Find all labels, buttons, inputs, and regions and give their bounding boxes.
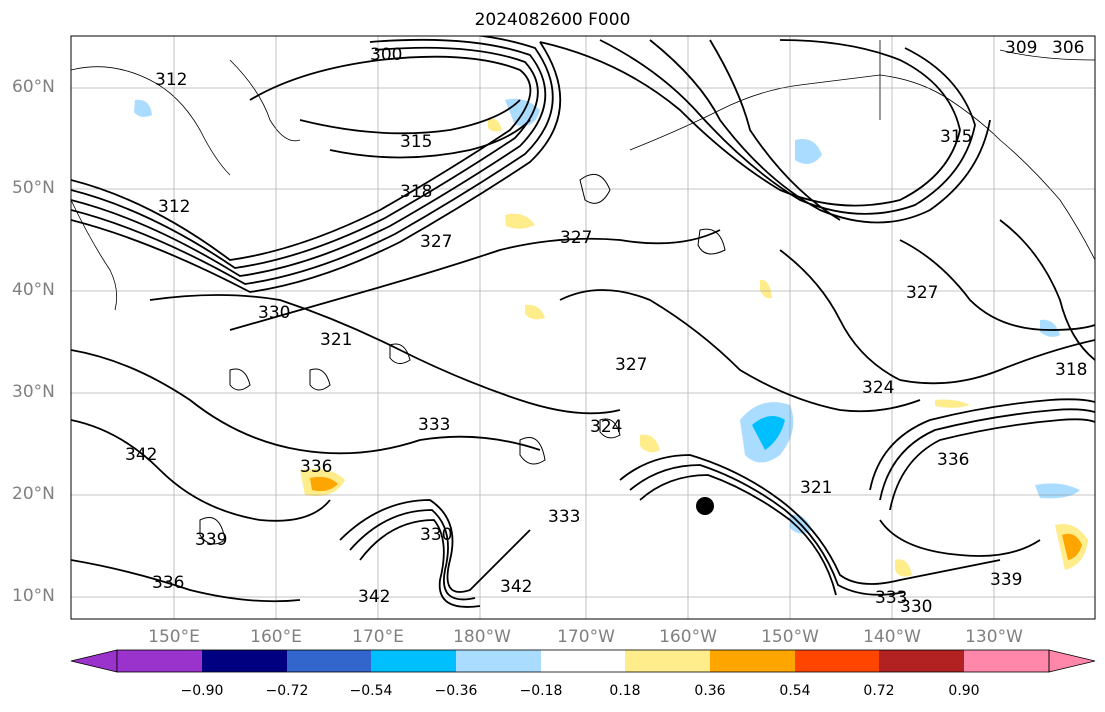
colorbar-bin	[879, 650, 964, 672]
secondary-contours	[199, 173, 726, 545]
lon-label: 130°W	[965, 627, 1023, 647]
colorbar-tick: 0.90	[948, 683, 980, 699]
contour-label: 318	[1055, 360, 1087, 380]
colorbar-tick: 0.36	[694, 683, 726, 699]
contour-label: 321	[320, 330, 352, 350]
lat-label: 30°N	[12, 382, 55, 402]
contour-label: 306	[1052, 38, 1084, 58]
contour-label: 330	[900, 597, 932, 617]
contour-label: 327	[560, 228, 592, 248]
colorbar-bin	[625, 650, 710, 672]
lon-label: 170°E	[352, 627, 404, 647]
colorbar-tick: −0.72	[265, 683, 309, 699]
colorbar-bin	[202, 650, 287, 672]
contour-label: 327	[906, 283, 938, 303]
lat-label: 10°N	[12, 586, 55, 606]
lat-label: 50°N	[12, 178, 55, 198]
anomaly-shading	[134, 98, 1088, 577]
colorbar-outline	[116, 649, 1050, 673]
storm-center-marker	[696, 497, 714, 515]
lon-label: 170°W	[557, 627, 615, 647]
contour-label: 300	[370, 45, 402, 65]
contour-label: 342	[125, 445, 157, 465]
lat-label: 60°N	[12, 77, 55, 97]
isentrope-contours	[71, 36, 1095, 608]
contour-label: 321	[800, 478, 832, 498]
contour-label: 315	[400, 132, 432, 152]
colorbar-tick: −0.18	[519, 683, 563, 699]
lon-label: 160°W	[659, 627, 717, 647]
contour-label: 339	[195, 530, 227, 550]
contour-label: 333	[875, 588, 907, 608]
colorbar-bin	[541, 650, 625, 672]
contour-label: 336	[152, 573, 184, 593]
colorbar-min-arrow	[70, 649, 118, 673]
colorbar-max-arrow	[1048, 649, 1096, 673]
colorbar-tick: −0.54	[349, 683, 393, 699]
contour-label: 327	[420, 232, 452, 252]
colorbar-bin	[964, 650, 1049, 672]
colorbar-bin	[456, 650, 541, 672]
contour-label: 327	[615, 355, 647, 375]
lon-label: 180°W	[453, 627, 511, 647]
colorbar-bin	[795, 650, 879, 672]
colorbar-bin	[287, 650, 371, 672]
contour-label: 330	[258, 303, 290, 323]
colorbar-bin	[710, 650, 795, 672]
contour-labels: 300 312 315 318 312 327 330 333 336 339 …	[125, 38, 1087, 617]
colorbar-tick: 0.18	[609, 683, 641, 699]
contour-label: 324	[590, 417, 622, 437]
lat-label: 20°N	[12, 484, 55, 504]
colorbar-bin	[117, 650, 202, 672]
lon-label: 150°W	[761, 627, 819, 647]
contour-label: 324	[862, 378, 894, 398]
contour-label: 336	[937, 450, 969, 470]
colorbar-bin	[371, 650, 456, 672]
contour-label: 342	[358, 587, 390, 607]
lon-label: 150°E	[148, 627, 200, 647]
contour-label: 330	[420, 525, 452, 545]
colorbar-tick: −0.90	[180, 683, 224, 699]
map-border	[70, 35, 1096, 620]
lat-label: 40°N	[12, 280, 55, 300]
contour-label: 339	[990, 570, 1022, 590]
colorbar-tick: 0.54	[779, 683, 811, 699]
lon-label: 140°W	[863, 627, 921, 647]
contour-label: 309	[1005, 38, 1037, 58]
map-title: 2024082600 F000	[474, 10, 631, 30]
contour-label: 336	[300, 457, 332, 477]
lon-label: 160°E	[250, 627, 302, 647]
contour-label: 333	[548, 507, 580, 527]
contour-label: 312	[155, 70, 187, 90]
graticule	[71, 36, 1095, 619]
colorbar-tick: −0.36	[434, 683, 478, 699]
contour-label: 318	[400, 182, 432, 202]
contour-label: 333	[418, 415, 450, 435]
contour-label: 342	[500, 577, 532, 597]
colorbar-tick: 0.72	[863, 683, 895, 699]
colorbar	[70, 649, 1096, 673]
contour-label: 315	[940, 127, 972, 147]
contour-label: 312	[158, 197, 190, 217]
coastlines	[71, 40, 1095, 311]
